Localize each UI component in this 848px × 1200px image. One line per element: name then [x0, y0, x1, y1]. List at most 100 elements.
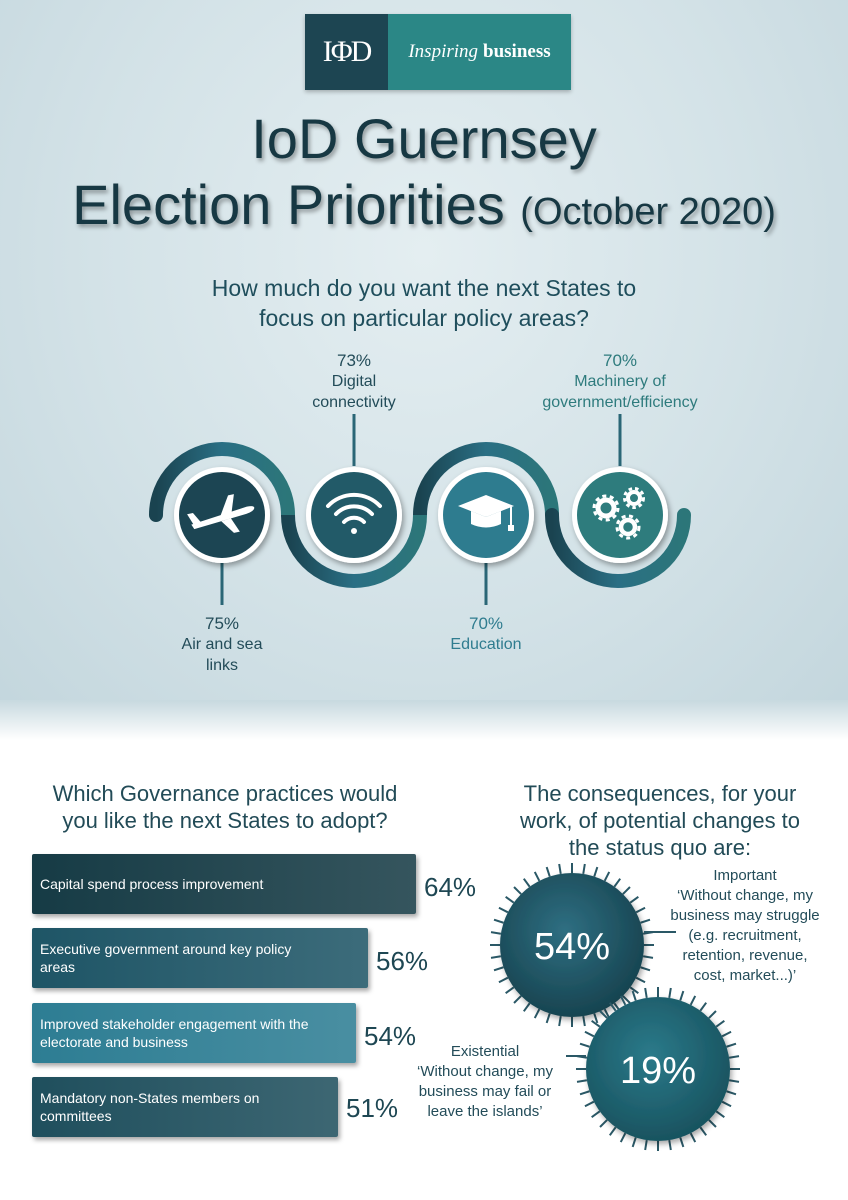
logo-tagline-bold: business [483, 41, 551, 62]
burst-tick [668, 1139, 672, 1151]
burst-tick [728, 1079, 740, 1083]
governance-bar-stakeholder-engagement: Improved stakeholder engagement with the… [32, 1003, 356, 1063]
important-burst [500, 873, 644, 1017]
governance-label-capital-spend-1: Capital spend process improvement [40, 876, 264, 892]
governance-label-stakeholder-1: Improved stakeholder engagement with the [40, 1016, 309, 1032]
important-description: Important ‘Without change, my business m… [650, 866, 840, 986]
burst-tick [629, 986, 639, 995]
burst-tick [608, 1002, 617, 1012]
burst-tick [622, 995, 631, 1004]
policy-circle-digital [306, 467, 402, 563]
area-pct-machinery: 70% [602, 351, 638, 370]
consequences-question-line-1: The consequences, for your [523, 781, 797, 806]
burst-tick [505, 986, 515, 995]
burst-tick [715, 1019, 725, 1028]
burst-tick [603, 871, 611, 882]
burst-tick [582, 1015, 586, 1027]
governance-pct-mandatory-members: 51% [346, 1093, 399, 1123]
important-line-2: ‘Without change, my [677, 887, 813, 904]
burst-tick [728, 1055, 740, 1059]
area-name-digital-1: Digital [331, 373, 377, 390]
consequences-question-line-3: the status quo are: [568, 835, 752, 860]
burst-tick [591, 1019, 601, 1028]
burst-tick [599, 1010, 608, 1019]
existential-line-4: leave the islands’ [427, 1103, 543, 1120]
governance-label-executive-1: Executive government around key policy [40, 941, 292, 957]
area-name-air-sea-2: links [205, 657, 238, 674]
burst-tick [599, 1119, 608, 1128]
burst-tick [635, 976, 646, 984]
governance-question: Which Governance practices would you lik… [30, 780, 420, 834]
burst-tick [493, 918, 504, 924]
governance-label-mandatory-2: committees [40, 1108, 112, 1124]
area-label-digital: 73% Digital connectivity [284, 350, 424, 413]
wifi-icon [326, 492, 382, 534]
policy-areas-graphic [149, 414, 691, 605]
page-title-line-1: IoD Guernsey [251, 107, 597, 170]
graduation-cap-icon [458, 495, 514, 531]
existential-pct: 19% [620, 1050, 696, 1092]
governance-pct-executive-government: 56% [376, 946, 429, 976]
important-burst-ticks [490, 863, 654, 1027]
gears-icon [592, 487, 645, 540]
important-line-1: Important [713, 867, 777, 884]
important-line-3: business may struggle [670, 907, 820, 924]
burst-tick [545, 1013, 551, 1024]
area-pct-education: 70% [468, 614, 504, 633]
burst-tick [721, 1100, 732, 1108]
burst-tick [699, 1002, 708, 1012]
burst-tick [498, 976, 509, 984]
area-label-education: 70% Education [416, 613, 556, 655]
consequences-question-line-2: work, of potential changes to [519, 808, 801, 833]
area-name-education: Education [450, 636, 522, 653]
burst-tick [558, 1015, 562, 1027]
burst-tick [726, 1042, 737, 1048]
burst-tick [533, 1008, 541, 1019]
burst-tick [631, 990, 637, 1001]
burst-tick [640, 918, 651, 924]
burst-tick [603, 1008, 611, 1019]
burst-tick [629, 895, 639, 904]
area-name-machinery-2: government/efficiency [542, 394, 698, 411]
burst-tick [579, 1042, 590, 1048]
area-label-machinery: 70% Machinery of government/efficiency [525, 350, 715, 413]
burst-tick [631, 1137, 637, 1148]
important-pct: 54% [534, 926, 610, 968]
burst-tick [608, 1126, 617, 1136]
existential-line-1: Existential [450, 1043, 520, 1060]
burst-tick [593, 866, 599, 877]
governance-bar-executive-government: Executive government around key policy a… [32, 928, 368, 988]
burst-tick [593, 1013, 599, 1024]
area-name-air-sea-1: Air and sea [181, 636, 263, 653]
burst-tick [591, 1110, 601, 1119]
area-name-digital-2: connectivity [312, 394, 396, 411]
policy-question-line-2: focus on particular policy areas? [259, 305, 589, 331]
burst-tick [522, 878, 531, 888]
burst-tick [689, 1132, 697, 1143]
logo-tagline: Inspiring business [388, 14, 571, 90]
burst-tick [644, 987, 648, 999]
burst-tick [579, 1090, 590, 1096]
area-name-machinery-1: Machinery of [574, 373, 666, 390]
burst-tick [721, 1030, 732, 1038]
burst-tick [513, 995, 522, 1004]
existential-line-3: business may fail or [418, 1083, 552, 1100]
important-line-5: retention, revenue, [682, 947, 808, 964]
burst-tick [708, 1119, 717, 1128]
page-title-date: (October 2020) [520, 191, 776, 233]
governance-bar-mandatory-members: Mandatory non-States members on committe… [32, 1077, 338, 1137]
policy-question: How much do you want the next States to … [150, 273, 698, 333]
logo-mark: IΦD [305, 14, 388, 90]
burst-tick [576, 1079, 588, 1083]
burst-tick [522, 1002, 531, 1012]
existential-description: Existential ‘Without change, my business… [400, 1042, 570, 1122]
area-pct-air-sea: 75% [204, 614, 240, 633]
governance-pct-capital-spend: 64% [424, 872, 477, 902]
burst-tick [726, 1090, 737, 1096]
governance-label-mandatory-1: Mandatory non-States members on [40, 1090, 260, 1106]
burst-tick [613, 878, 622, 888]
burst-tick [622, 886, 631, 895]
page-title-main: Election Priorities [72, 173, 505, 236]
burst-tick [635, 906, 646, 914]
burst-tick [668, 987, 672, 999]
